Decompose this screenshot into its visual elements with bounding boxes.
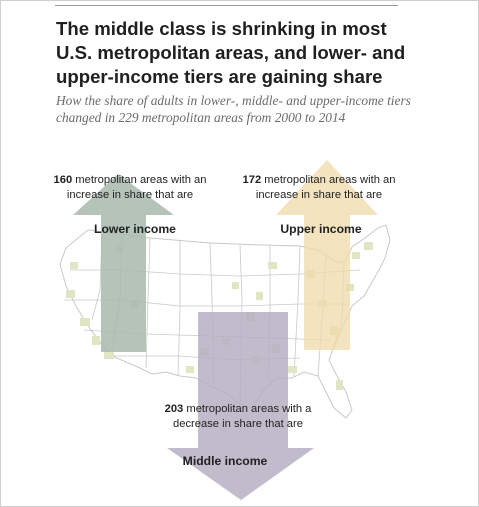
middle-income-caption: 203 metropolitan areas with a decrease i…: [148, 402, 328, 432]
middle-income-caption-text: metropolitan areas with a decrease in sh…: [173, 403, 312, 430]
metro-area: [80, 318, 90, 326]
middle-income-arrow: [167, 312, 314, 500]
metro-area: [364, 242, 373, 250]
middle-income-count: 203: [164, 403, 184, 415]
metro-area: [288, 366, 297, 373]
metro-area: [232, 282, 239, 289]
lower-income-caption: 160 metropolitan areas with an increase …: [40, 173, 220, 203]
lower-income-label: Lower income: [94, 222, 176, 236]
upper-income-caption: 172 metropolitan areas with an increase …: [228, 173, 410, 203]
middle-income-label: Middle income: [182, 454, 268, 468]
chart-title: The middle class is shrinking in most U.…: [56, 18, 406, 87]
upper-income-arrow: [276, 160, 378, 350]
metro-area: [70, 262, 78, 269]
lower-income-caption-text: metropolitan areas with an increase in s…: [66, 174, 207, 201]
upper-income-label: Upper income: [280, 222, 362, 236]
metro-area: [336, 380, 343, 390]
upper-income-count: 172: [242, 174, 262, 186]
metro-area: [352, 252, 360, 259]
top-rule: [55, 5, 398, 6]
metro-area: [256, 292, 263, 300]
metro-area: [104, 352, 114, 359]
upper-income-caption-text: metropolitan areas with an increase in s…: [255, 174, 396, 201]
metro-area: [92, 336, 100, 345]
lower-income-count: 160: [53, 174, 73, 186]
metro-area: [186, 366, 194, 373]
metro-area: [268, 262, 277, 269]
lower-income-arrow: [73, 174, 174, 352]
metro-area: [66, 290, 75, 298]
chart-subtitle: How the share of adults in lower-, middl…: [56, 93, 411, 125]
